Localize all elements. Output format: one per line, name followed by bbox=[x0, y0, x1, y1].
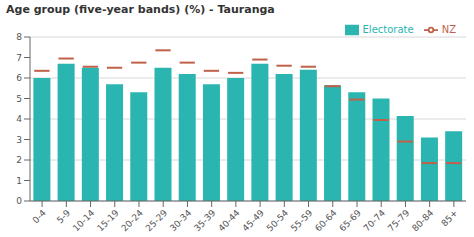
svg-text:35-39: 35-39 bbox=[192, 208, 218, 234]
svg-text:65-69: 65-69 bbox=[337, 208, 363, 234]
svg-text:1: 1 bbox=[16, 176, 22, 186]
svg-text:10-14: 10-14 bbox=[71, 208, 97, 234]
html-text:Age group (five-year bands) (%: Age group (five-year bands) (%) - Tauran… bbox=[6, 3, 275, 16]
svg-text:5-9: 5-9 bbox=[55, 208, 73, 226]
svg-text:4: 4 bbox=[16, 114, 22, 124]
svg-text:55-59: 55-59 bbox=[289, 208, 315, 234]
svg-text:60-64: 60-64 bbox=[313, 208, 339, 234]
svg-text:25-29: 25-29 bbox=[144, 208, 170, 234]
svg-text:85+: 85+ bbox=[439, 208, 460, 229]
svg-text:20-24: 20-24 bbox=[119, 208, 145, 234]
svg-text:80-84: 80-84 bbox=[410, 208, 436, 234]
html-text:Electorate: Electorate bbox=[362, 24, 414, 35]
svg-text:3: 3 bbox=[16, 135, 22, 145]
svg-text:6: 6 bbox=[16, 73, 22, 83]
svg-text:50-54: 50-54 bbox=[265, 208, 291, 234]
svg-text:40-44: 40-44 bbox=[216, 208, 242, 234]
svg-text:2: 2 bbox=[16, 155, 22, 165]
svg-text:5: 5 bbox=[16, 94, 22, 104]
svg-text:30-34: 30-34 bbox=[168, 208, 194, 234]
svg-text:0: 0 bbox=[16, 196, 22, 206]
svg-text:15-19: 15-19 bbox=[95, 208, 121, 234]
svg-text:70-74: 70-74 bbox=[362, 208, 388, 234]
svg-text:8: 8 bbox=[16, 32, 22, 42]
svg-text:0-4: 0-4 bbox=[31, 208, 49, 226]
html-text:NZ: NZ bbox=[441, 24, 456, 35]
svg-text:7: 7 bbox=[16, 53, 22, 63]
svg-text:45-49: 45-49 bbox=[240, 208, 266, 234]
svg-text:75-79: 75-79 bbox=[386, 208, 412, 234]
